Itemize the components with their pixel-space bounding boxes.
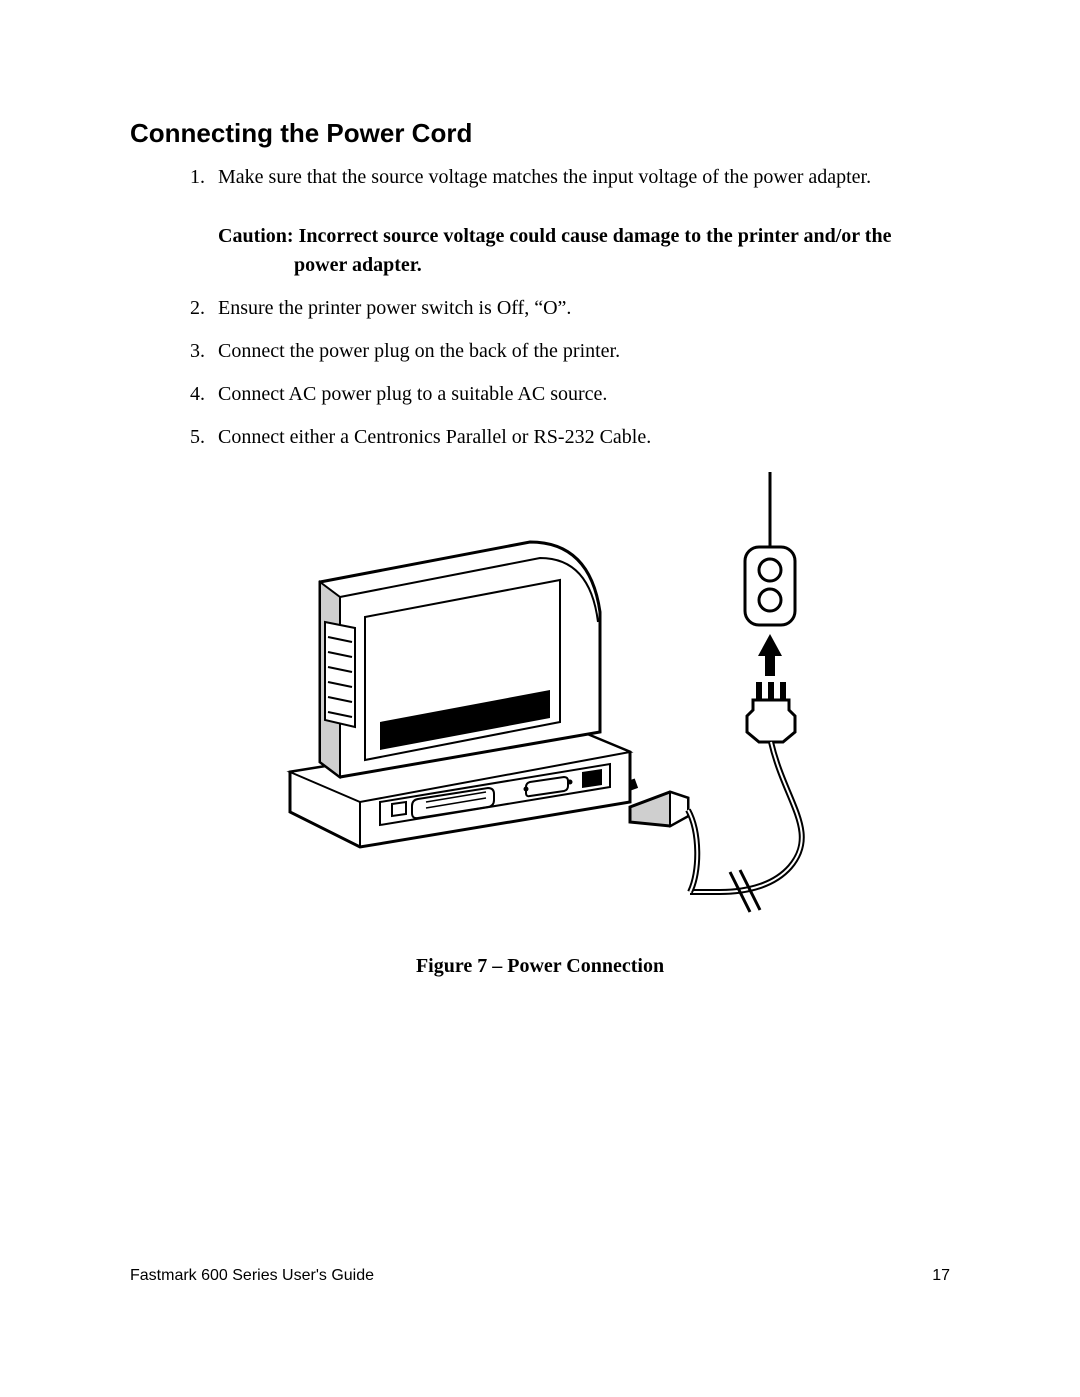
step-number: 4. <box>190 380 205 409</box>
footer-title: Fastmark 600 Series User's Guide <box>130 1267 374 1285</box>
page-footer: Fastmark 600 Series User's Guide 17 <box>130 1267 950 1285</box>
step-text: Make sure that the source voltage matche… <box>218 166 871 188</box>
instruction-list: 1. Make sure that the source voltage mat… <box>130 163 950 452</box>
document-page: Connecting the Power Cord 1. Make sure t… <box>0 0 1080 1397</box>
step-1: 1. Make sure that the source voltage mat… <box>190 163 950 280</box>
section-heading: Connecting the Power Cord <box>130 118 950 149</box>
figure-power-connection: Figure 7 – Power Connection <box>130 472 950 978</box>
step-text: Connect the power plug on the back of th… <box>218 340 620 362</box>
caution-line-1: Caution: Incorrect source voltage could … <box>218 222 950 251</box>
step-number: 3. <box>190 337 205 366</box>
step-2: 2. Ensure the printer power switch is Of… <box>190 294 950 323</box>
step-text: Ensure the printer power switch is Off, … <box>218 297 571 319</box>
step-text: Connect AC power plug to a suitable AC s… <box>218 383 607 405</box>
step-text: Connect either a Centronics Parallel or … <box>218 426 651 448</box>
step-5: 5. Connect either a Centronics Parallel … <box>190 423 950 452</box>
caution-line-2: power adapter. <box>218 251 950 280</box>
step-4: 4. Connect AC power plug to a suitable A… <box>190 380 950 409</box>
step-3: 3. Connect the power plug on the back of… <box>190 337 950 366</box>
step-number: 1. <box>190 163 205 192</box>
page-number: 17 <box>932 1267 950 1285</box>
step-number: 2. <box>190 294 205 323</box>
figure-caption: Figure 7 – Power Connection <box>130 955 950 978</box>
step-number: 5. <box>190 423 205 452</box>
printer-diagram-icon <box>230 472 850 932</box>
